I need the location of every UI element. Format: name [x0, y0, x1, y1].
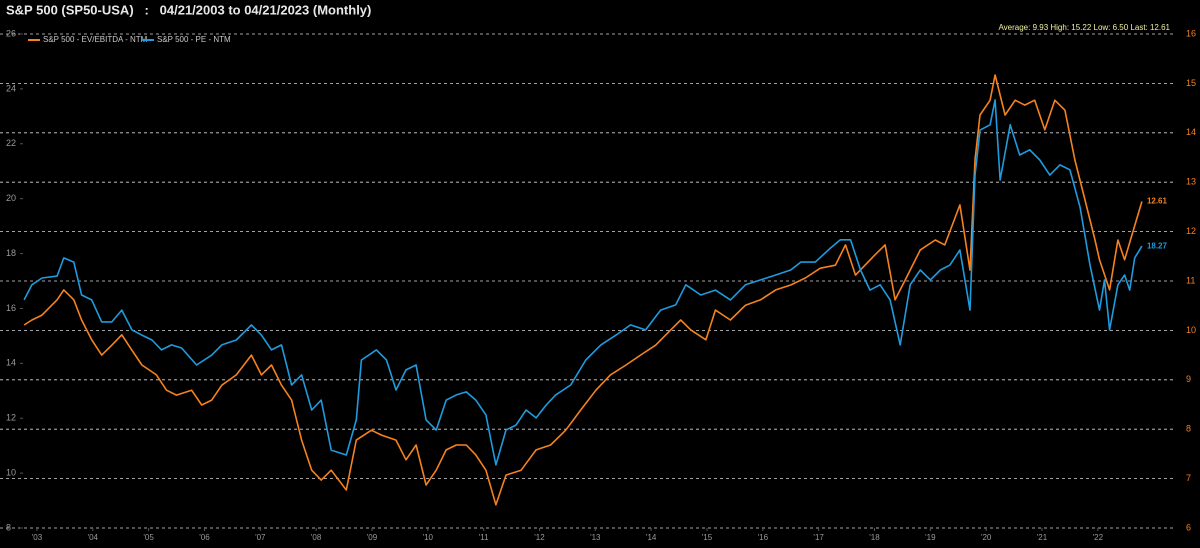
y-tick-label: 26 — [6, 28, 16, 38]
x-tick-label: '06 — [199, 533, 210, 542]
y-tick-label: 18 — [6, 248, 16, 258]
y2-tick-label: 15 — [1186, 78, 1196, 88]
series-line — [23, 99, 1143, 466]
last-value-label: 18.27 — [1147, 241, 1168, 250]
x-tick-label: '21 — [1037, 533, 1048, 542]
x-tick-label: '17 — [813, 533, 824, 542]
x-tick-label: '14 — [646, 533, 657, 542]
x-tick-label: '09 — [367, 533, 378, 542]
x-tick-label: '16 — [758, 533, 769, 542]
y-tick-label: 24 — [6, 83, 16, 93]
y-tick-label: 14 — [6, 358, 16, 368]
y-tick-label: 20 — [6, 193, 16, 203]
x-tick-label: '05 — [143, 533, 154, 542]
x-tick-label: '12 — [534, 533, 545, 542]
y2-tick-label: 14 — [1186, 127, 1196, 137]
y2-tick-label: 7 — [1186, 473, 1191, 483]
y2-tick-label: 6 — [1186, 522, 1191, 532]
x-tick-label: '08 — [311, 533, 322, 542]
y2-tick-label: 12 — [1186, 226, 1196, 236]
legend-label: S&P 500 - PE - NTM — [157, 35, 231, 44]
x-tick-label: '19 — [925, 533, 936, 542]
chart-title: S&P 500 (SP50-USA) : 04/21/2003 to 04/21… — [6, 2, 371, 17]
y-tick-label: 8 — [6, 522, 11, 532]
x-tick-label: '20 — [981, 533, 992, 542]
series-line — [23, 74, 1143, 506]
y2-tick-label: 11 — [1186, 275, 1195, 285]
y2-tick-label: 16 — [1186, 28, 1196, 38]
x-tick-label: '03 — [32, 533, 43, 542]
y2-tick-label: 13 — [1186, 177, 1196, 187]
x-tick-label: '18 — [869, 533, 880, 542]
y2-tick-label: 8 — [1186, 424, 1191, 434]
y-tick-label: 10 — [6, 467, 16, 477]
last-value-label: 12.61 — [1147, 197, 1168, 206]
y-tick-label: 16 — [6, 303, 16, 313]
stats-text: Average: 9.93 High: 15.22 Low: 6.50 Last… — [998, 23, 1170, 32]
legend-label: S&P 500 - EV/EBITDA - NTM — [43, 35, 148, 44]
x-tick-label: '04 — [88, 533, 99, 542]
x-tick-label: '15 — [702, 533, 713, 542]
x-tick-label: '22 — [1093, 533, 1104, 542]
y2-tick-label: 9 — [1186, 374, 1191, 384]
x-tick-label: '13 — [590, 533, 601, 542]
y2-tick-label: 10 — [1186, 325, 1196, 335]
x-tick-label: '11 — [479, 533, 489, 542]
x-tick-label: '10 — [423, 533, 434, 542]
y-tick-label: 12 — [6, 413, 16, 423]
x-tick-label: '07 — [255, 533, 266, 542]
y-tick-label: 22 — [6, 138, 16, 148]
